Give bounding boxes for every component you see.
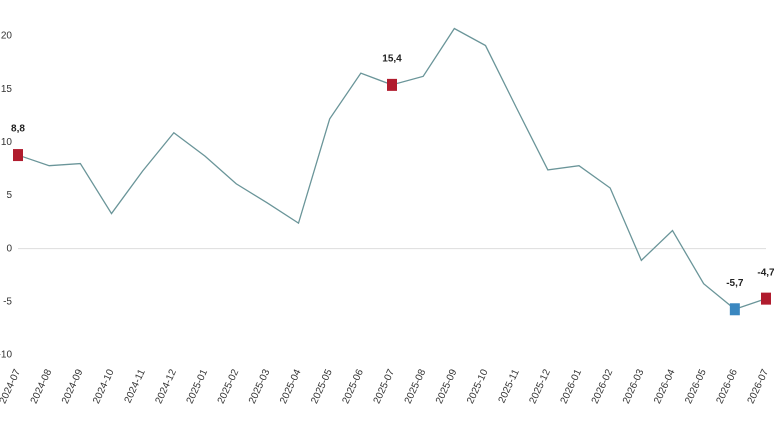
- line: [17, 27, 767, 311]
- x-tick-label: 2025-07: [372, 367, 398, 405]
- value-label: -5,7: [726, 278, 744, 289]
- value-label: 15,4: [382, 54, 402, 65]
- x-tick-label: 2024-07: [0, 367, 23, 405]
- x-tick-label: 2026-02: [590, 367, 616, 405]
- x-tick-label: 2026-05: [683, 367, 709, 405]
- point-marker: [387, 78, 397, 91]
- x-tick-label: 2025-09: [434, 367, 460, 405]
- x-tick-label: 2025-11: [497, 367, 522, 405]
- point-marker: [761, 292, 771, 305]
- x-tick-label: 2025-10: [465, 367, 491, 405]
- y-tick-label: 10: [1, 137, 13, 148]
- x-tick-label: 2026-01: [559, 367, 585, 405]
- x-tick-label: 2025-08: [403, 367, 429, 405]
- value-label: -4,7: [757, 267, 774, 278]
- y-tick-label: 5: [6, 190, 12, 201]
- x-tick-label: 2025-05: [309, 367, 335, 405]
- x-tick-label: 2025-01: [185, 367, 211, 405]
- x-tick-label: 2025-02: [216, 367, 242, 405]
- point-marker: [13, 149, 23, 162]
- x-tick-label: 2025-12: [527, 367, 553, 405]
- y-tick-label: -5: [3, 296, 12, 307]
- point-marker: [729, 303, 740, 316]
- y-tick-label: 15: [1, 84, 13, 95]
- x-tick-label: 2024-12: [153, 367, 179, 405]
- x-tick-label: 2026-03: [621, 367, 647, 405]
- y-tick-label: 0: [6, 243, 12, 254]
- x-tick-label: 2024-08: [29, 367, 55, 405]
- x-tick-label: 2024-10: [91, 367, 117, 405]
- value-label: 8,8: [11, 124, 25, 135]
- x-tick-label: 2025-04: [278, 367, 304, 405]
- x-tick-label: 2026-06: [714, 367, 740, 405]
- x-tick-label: 2026-07: [746, 367, 772, 405]
- y-tick-label: 20: [1, 31, 13, 42]
- y-tick-label: -10: [0, 350, 12, 361]
- x-tick-label: 2024-09: [60, 367, 86, 405]
- x-tick-label: 2025-03: [247, 367, 273, 405]
- x-tick-label: 2025-06: [340, 367, 366, 405]
- x-tick-label: 2024-11: [123, 367, 148, 405]
- x-tick-label: 2026-04: [652, 367, 678, 405]
